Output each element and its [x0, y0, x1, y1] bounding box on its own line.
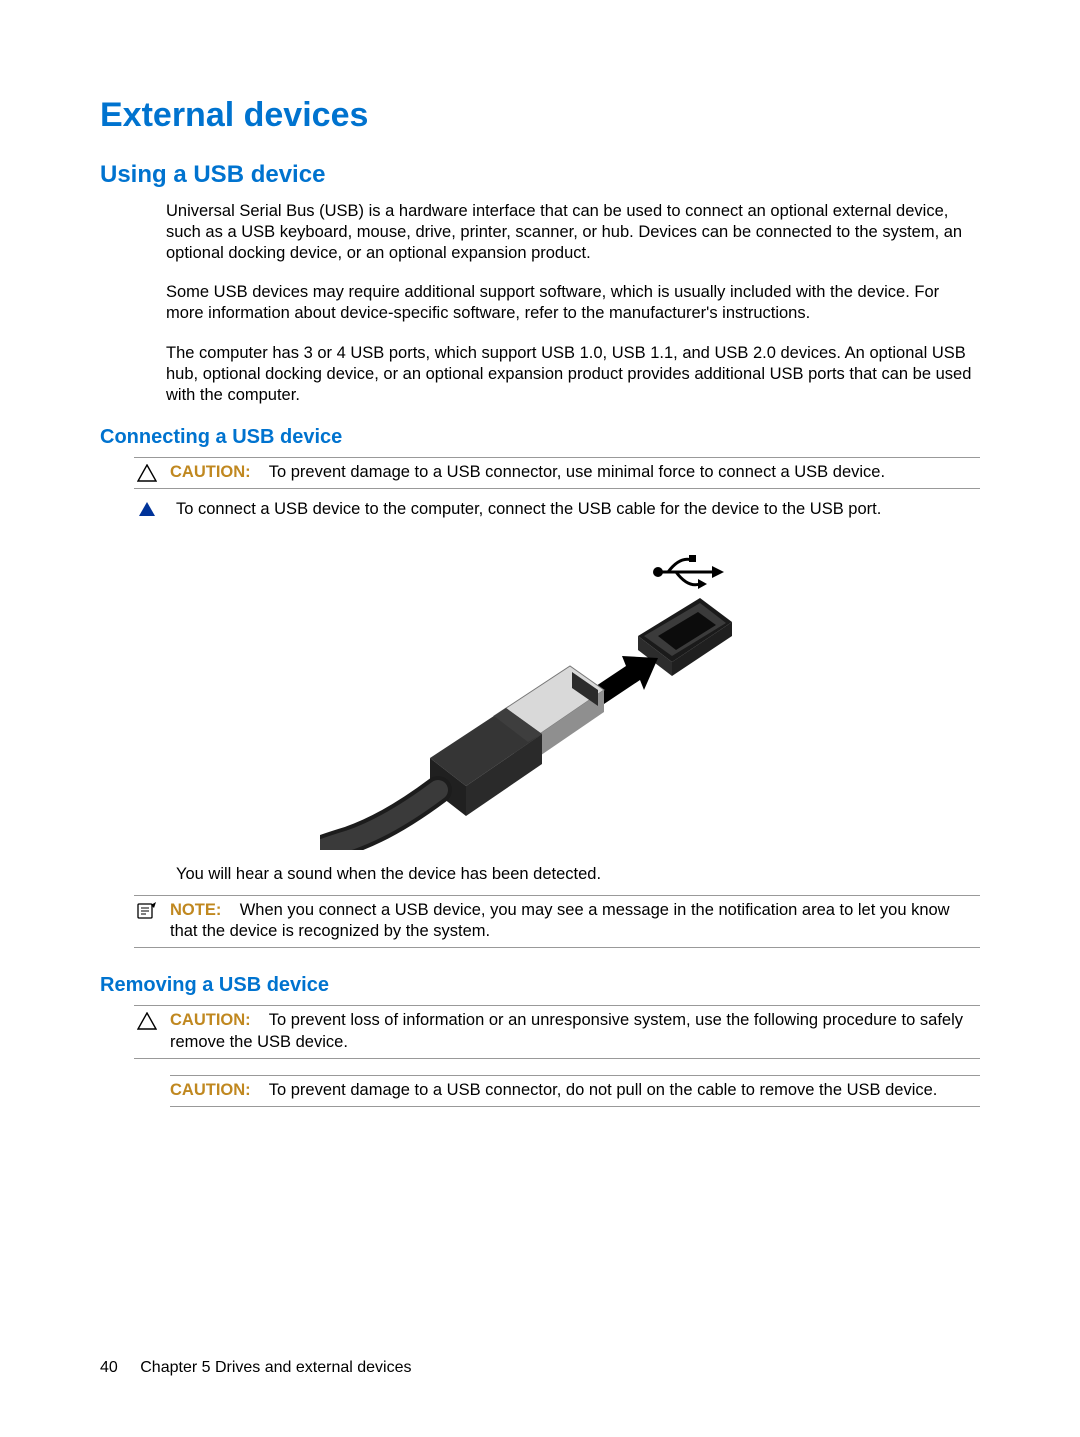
- document-page: External devices Using a USB device Univ…: [0, 0, 1080, 1107]
- caution-icon: [134, 462, 160, 482]
- note-label: NOTE:: [170, 901, 221, 919]
- chapter-label: Chapter 5 Drives and external devices: [140, 1359, 411, 1376]
- detected-text: You will hear a sound when the device ha…: [176, 864, 980, 885]
- caution-label-2: CAUTION:: [170, 1081, 251, 1099]
- caution-text-remove-1: CAUTION: To prevent loss of information …: [170, 1010, 980, 1052]
- caution-icon: [134, 1010, 160, 1030]
- caution-callout-connect: CAUTION: To prevent damage to a USB conn…: [134, 457, 980, 489]
- caution-label: CAUTION:: [170, 1011, 251, 1029]
- usb-illustration: [100, 540, 980, 850]
- note-icon: [134, 900, 160, 920]
- page-number: 40: [100, 1359, 118, 1376]
- caution-label: CAUTION:: [170, 463, 251, 481]
- page-footer: 40 Chapter 5 Drives and external devices: [100, 1359, 412, 1377]
- caution-body-remove-2: To prevent damage to a USB connector, do…: [269, 1081, 938, 1099]
- subheading-removing: Removing a USB device: [100, 974, 980, 997]
- caution-body-remove-1: To prevent loss of information or an unr…: [170, 1011, 963, 1050]
- note-body: When you connect a USB device, you may s…: [170, 901, 950, 940]
- step-text: To connect a USB device to the computer,…: [170, 499, 980, 520]
- caution-callout-remove-1: CAUTION: To prevent loss of information …: [134, 1005, 980, 1058]
- caution-body: To prevent damage to a USB connector, us…: [269, 463, 885, 481]
- note-callout: NOTE: When you connect a USB device, you…: [134, 895, 980, 948]
- subheading-connecting: Connecting a USB device: [100, 426, 980, 449]
- section-heading-using-usb: Using a USB device: [100, 161, 980, 189]
- page-title-h1: External devices: [100, 96, 980, 135]
- note-text: NOTE: When you connect a USB device, you…: [170, 900, 980, 942]
- step-row-connect: To connect a USB device to the computer,…: [134, 499, 980, 520]
- intro-paragraph-1: Universal Serial Bus (USB) is a hardware…: [166, 201, 980, 264]
- intro-paragraph-2: Some USB devices may require additional …: [166, 282, 980, 324]
- step-triangle-icon: [134, 499, 160, 517]
- caution-callout-remove-2: CAUTION: To prevent damage to a USB conn…: [170, 1075, 980, 1107]
- caution-text: CAUTION: To prevent damage to a USB conn…: [170, 462, 980, 483]
- intro-paragraph-3: The computer has 3 or 4 USB ports, which…: [166, 343, 980, 406]
